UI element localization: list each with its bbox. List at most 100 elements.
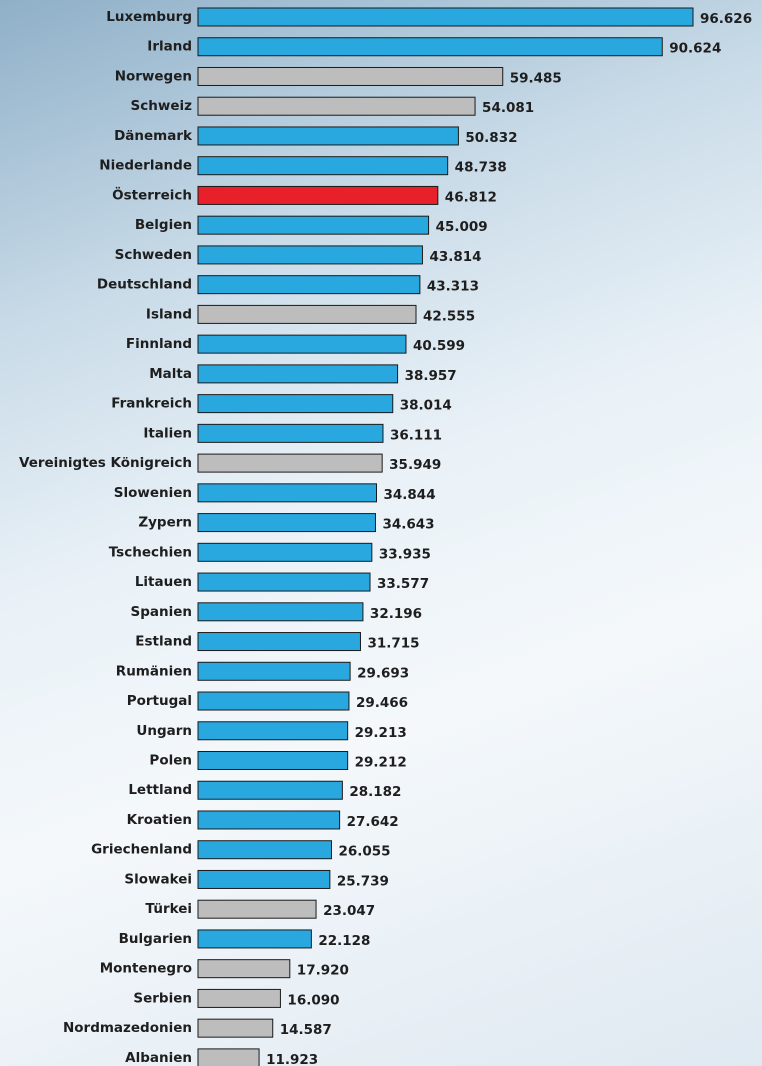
bar bbox=[197, 453, 383, 473]
bar bbox=[197, 513, 376, 533]
value-label: 43.313 bbox=[427, 279, 479, 295]
value-label: 16.090 bbox=[287, 992, 339, 1008]
value-label: 96.626 bbox=[700, 11, 752, 27]
category-label: Türkei bbox=[145, 901, 192, 917]
value-label: 36.111 bbox=[390, 427, 442, 443]
category-label: Frankreich bbox=[111, 396, 192, 412]
bar bbox=[197, 66, 504, 86]
bar bbox=[197, 721, 349, 741]
category-label: Serbien bbox=[133, 990, 192, 1006]
bar bbox=[197, 185, 439, 205]
bar bbox=[197, 602, 364, 622]
category-label: Tschechien bbox=[109, 544, 192, 560]
category-label: Litauen bbox=[135, 574, 192, 590]
bar bbox=[197, 988, 281, 1008]
category-label: Griechenland bbox=[91, 842, 192, 858]
value-label: 45.009 bbox=[436, 219, 488, 235]
bar bbox=[197, 1048, 260, 1066]
value-label: 26.055 bbox=[338, 844, 390, 860]
bar bbox=[197, 275, 421, 295]
category-label: Zypern bbox=[138, 515, 192, 531]
category-label: Island bbox=[146, 306, 192, 322]
category-label: Irland bbox=[147, 39, 192, 55]
bar bbox=[197, 156, 449, 176]
category-label: Schweden bbox=[115, 247, 192, 263]
bar bbox=[197, 1018, 274, 1038]
category-label: Belgien bbox=[135, 217, 192, 233]
category-label: Österreich bbox=[112, 185, 192, 203]
category-label: Ungarn bbox=[136, 723, 192, 739]
value-label: 32.196 bbox=[370, 606, 422, 622]
bar bbox=[197, 810, 341, 830]
bar bbox=[197, 7, 694, 27]
category-label: Polen bbox=[149, 753, 192, 769]
category-label: Bulgarien bbox=[119, 931, 192, 947]
bar bbox=[197, 542, 373, 562]
category-label: Rumänien bbox=[116, 663, 192, 679]
value-label: 25.739 bbox=[337, 873, 389, 889]
value-label: 29.466 bbox=[356, 695, 408, 711]
category-label: Lettland bbox=[128, 782, 192, 798]
value-label: 59.485 bbox=[510, 70, 562, 86]
value-label: 17.920 bbox=[297, 963, 349, 979]
bar bbox=[197, 304, 417, 324]
value-label: 38.014 bbox=[400, 398, 452, 414]
category-label: Portugal bbox=[127, 693, 192, 709]
category-label: Schweiz bbox=[131, 98, 193, 114]
category-label: Slowakei bbox=[124, 871, 192, 887]
category-label: Finnland bbox=[126, 336, 192, 352]
bar bbox=[197, 394, 394, 414]
value-label: 22.128 bbox=[318, 933, 370, 949]
value-label: 29.212 bbox=[355, 755, 407, 771]
category-label: Deutschland bbox=[97, 277, 192, 293]
value-label: 48.738 bbox=[455, 160, 507, 176]
value-label: 46.812 bbox=[445, 189, 497, 205]
category-label: Albanien bbox=[125, 1050, 192, 1066]
category-label: Estland bbox=[135, 634, 192, 650]
value-label: 29.693 bbox=[357, 665, 409, 681]
value-label: 35.949 bbox=[389, 457, 441, 473]
value-label: 29.213 bbox=[355, 725, 407, 741]
bar bbox=[197, 572, 371, 592]
bar bbox=[197, 661, 351, 681]
bar bbox=[197, 37, 663, 57]
category-label: Norwegen bbox=[115, 68, 192, 84]
bar bbox=[197, 751, 349, 770]
bar bbox=[197, 126, 459, 146]
bar bbox=[197, 959, 291, 979]
value-label: 14.587 bbox=[280, 1022, 332, 1038]
category-label: Slowenien bbox=[114, 485, 192, 501]
value-label: 33.935 bbox=[379, 546, 431, 562]
bar bbox=[197, 632, 361, 652]
category-label: Malta bbox=[149, 366, 192, 382]
category-label: Niederlande bbox=[99, 158, 192, 174]
category-label: Nordmazedonien bbox=[63, 1020, 192, 1036]
category-label: Montenegro bbox=[100, 961, 192, 977]
bar bbox=[197, 96, 476, 116]
value-label: 31.715 bbox=[367, 636, 419, 652]
bar bbox=[197, 423, 384, 443]
bar bbox=[197, 483, 378, 503]
bar bbox=[197, 780, 343, 800]
category-label: Dänemark bbox=[114, 128, 193, 144]
value-label: 40.599 bbox=[413, 338, 465, 354]
value-label: 27.642 bbox=[347, 814, 399, 830]
category-label: Kroatien bbox=[127, 812, 192, 828]
value-label: 43.814 bbox=[429, 249, 481, 265]
bar bbox=[197, 899, 317, 919]
bar bbox=[197, 364, 399, 384]
category-label: Vereinigtes Königreich bbox=[19, 455, 192, 471]
value-label: 11.923 bbox=[266, 1052, 318, 1066]
value-label: 34.643 bbox=[382, 517, 434, 533]
value-label: 90.624 bbox=[669, 41, 721, 57]
value-label: 50.832 bbox=[465, 130, 517, 146]
category-label: Italien bbox=[143, 425, 192, 441]
category-label: Luxemburg bbox=[106, 9, 192, 25]
bar bbox=[197, 840, 332, 860]
value-label: 33.577 bbox=[377, 576, 429, 592]
value-label: 34.844 bbox=[384, 487, 436, 503]
value-label: 54.081 bbox=[482, 100, 534, 116]
value-label: 38.957 bbox=[405, 368, 457, 384]
